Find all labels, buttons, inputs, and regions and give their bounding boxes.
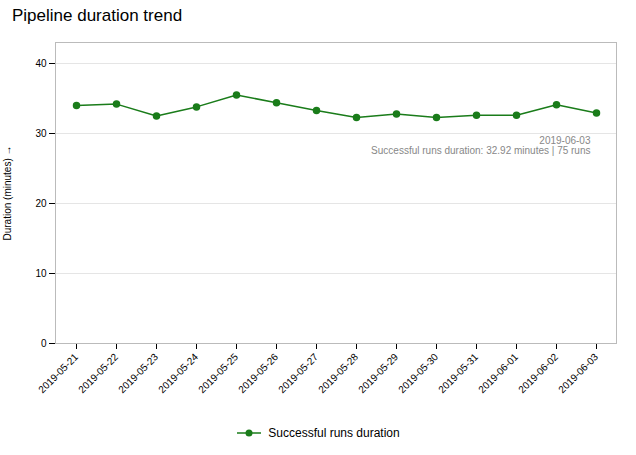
svg-text:2019-05-24: 2019-05-24	[156, 351, 200, 395]
svg-text:2019-06-03: 2019-06-03	[556, 351, 600, 395]
svg-text:2019-06-02: 2019-06-02	[516, 351, 560, 395]
svg-text:2019-05-25: 2019-05-25	[196, 351, 240, 395]
svg-text:0: 0	[41, 338, 47, 349]
svg-text:2019-06-01: 2019-06-01	[476, 351, 520, 395]
svg-text:2019-05-30: 2019-05-30	[396, 351, 440, 395]
svg-text:40: 40	[35, 58, 47, 69]
svg-text:2019-06-03Successful runs dura: 2019-06-03Successful runs duration: 32.9…	[371, 135, 591, 156]
svg-text:30: 30	[35, 128, 47, 139]
svg-text:2019-05-31: 2019-05-31	[436, 351, 480, 395]
html-text:Pipeline duration trend: Pipeline duration trend	[12, 6, 183, 25]
html-text:Successful runs duration: Successful runs duration	[268, 426, 400, 440]
svg-text:2019-05-21: 2019-05-21	[36, 351, 80, 395]
svg-text:20: 20	[35, 198, 47, 209]
svg-text:2019-05-27: 2019-05-27	[276, 351, 320, 395]
svg-text:2019-05-29: 2019-05-29	[356, 351, 400, 395]
svg-text:2019-05-23: 2019-05-23	[116, 351, 160, 395]
svg-text:Duration (minutes) →: Duration (minutes) →	[2, 145, 13, 240]
svg-text:10: 10	[35, 268, 47, 279]
svg-text:2019-05-22: 2019-05-22	[76, 351, 120, 395]
svg-text:2019-05-28: 2019-05-28	[316, 351, 360, 395]
svg-text:2019-05-26: 2019-05-26	[236, 351, 280, 395]
